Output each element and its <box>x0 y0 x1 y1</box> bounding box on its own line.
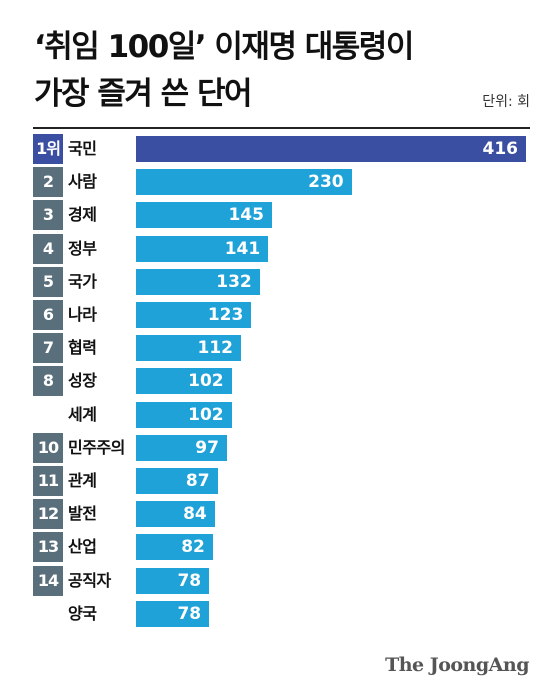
word-label: 국가 <box>68 271 97 291</box>
bar-row: 세계 102 <box>0 400 560 430</box>
word-label: 산업 <box>68 537 97 557</box>
bar-row: 3 경제 145 <box>0 200 560 231</box>
word-label: 관계 <box>68 471 97 490</box>
chart-title: ‘취임 100일’ 이재명 대통령이 가장 즐겨 쓴 단어 <box>34 24 534 118</box>
rank-badge: 4 <box>33 233 63 264</box>
word-label: 성장 <box>68 371 97 391</box>
rank-badge <box>33 400 63 430</box>
bar-row: 13 산업 82 <box>0 532 560 563</box>
rank-badge: 14 <box>33 565 63 596</box>
bar-row: 12 발전 84 <box>0 499 560 530</box>
word-label: 경제 <box>68 205 97 225</box>
top-divider <box>33 127 530 129</box>
bar: 112 <box>136 335 241 362</box>
bar: 141 <box>136 235 269 262</box>
rank-badge: 3 <box>33 200 63 231</box>
bar: 102 <box>136 368 232 395</box>
rank-badge: 10 <box>33 432 63 463</box>
title-line-1: ‘취임 100일’ 이재명 대통령이 <box>34 29 414 65</box>
word-label: 공직자 <box>68 570 111 590</box>
bar-row: 8 성장 102 <box>0 366 560 397</box>
rank-badge: 5 <box>33 266 63 297</box>
rank-badge: 8 <box>33 366 63 397</box>
title-line-2: 가장 즐겨 쓴 단어 <box>34 76 253 112</box>
bar: 82 <box>136 534 213 561</box>
value-label: 230 <box>308 172 344 193</box>
value-label: 78 <box>177 603 202 624</box>
bar: 416 <box>136 136 526 162</box>
word-label: 나라 <box>68 305 97 324</box>
value-label: 102 <box>188 404 224 425</box>
value-label: 123 <box>207 305 244 325</box>
value-label: 145 <box>228 205 264 226</box>
bar-row: 4 정부 141 <box>0 233 560 264</box>
word-label: 세계 <box>68 404 97 424</box>
value-label: 97 <box>195 437 219 458</box>
value-label: 84 <box>183 504 207 525</box>
value-label: 102 <box>188 371 224 392</box>
word-label: 협력 <box>68 338 97 358</box>
word-label: 국민 <box>68 139 97 158</box>
bar-row: 양국 78 <box>0 599 560 629</box>
value-label: 87 <box>185 471 210 491</box>
value-label: 78 <box>177 570 202 591</box>
bar: 123 <box>136 302 252 328</box>
bar: 84 <box>136 501 215 528</box>
bar-row: 7 협력 112 <box>0 333 560 364</box>
word-label: 사람 <box>68 172 97 192</box>
value-label: 82 <box>181 537 205 558</box>
rank-badge: 12 <box>33 499 63 530</box>
bar-row: 6 나라 123 <box>0 300 560 330</box>
unit-label: 단위: 회 <box>482 94 530 110</box>
value-label: 132 <box>216 271 252 292</box>
bar: 145 <box>136 202 272 229</box>
bar: 102 <box>136 401 232 428</box>
value-label: 112 <box>197 338 234 359</box>
bar-row: 1위 국민 416 <box>0 134 560 164</box>
value-label: 141 <box>224 238 261 259</box>
bar: 132 <box>136 268 260 295</box>
word-label: 발전 <box>68 504 97 524</box>
publisher-logo: The JoongAng <box>385 654 529 676</box>
bar-row: 2 사람 230 <box>0 167 560 198</box>
bar: 230 <box>136 169 352 196</box>
bar: 78 <box>136 567 210 594</box>
bar-row: 14 공직자 78 <box>0 565 560 596</box>
rank-badge: 6 <box>33 300 63 330</box>
bar: 87 <box>136 468 218 494</box>
rank-badge: 11 <box>33 466 63 496</box>
rank-badge: 2 <box>33 167 63 198</box>
word-label: 양국 <box>68 603 97 623</box>
word-label: 정부 <box>68 238 97 258</box>
bar-row: 5 국가 132 <box>0 266 560 297</box>
word-label: 민주주의 <box>68 437 125 457</box>
bar: 78 <box>136 600 210 627</box>
rank-badge <box>33 599 63 629</box>
value-label: 416 <box>482 139 519 159</box>
rank-badge: 13 <box>33 532 63 563</box>
bar-row: 11 관계 87 <box>0 466 560 496</box>
bar: 97 <box>136 434 227 461</box>
rank-badge: 7 <box>33 333 63 364</box>
rank-badge: 1위 <box>33 134 63 164</box>
bar-row: 10 민주주의 97 <box>0 432 560 463</box>
